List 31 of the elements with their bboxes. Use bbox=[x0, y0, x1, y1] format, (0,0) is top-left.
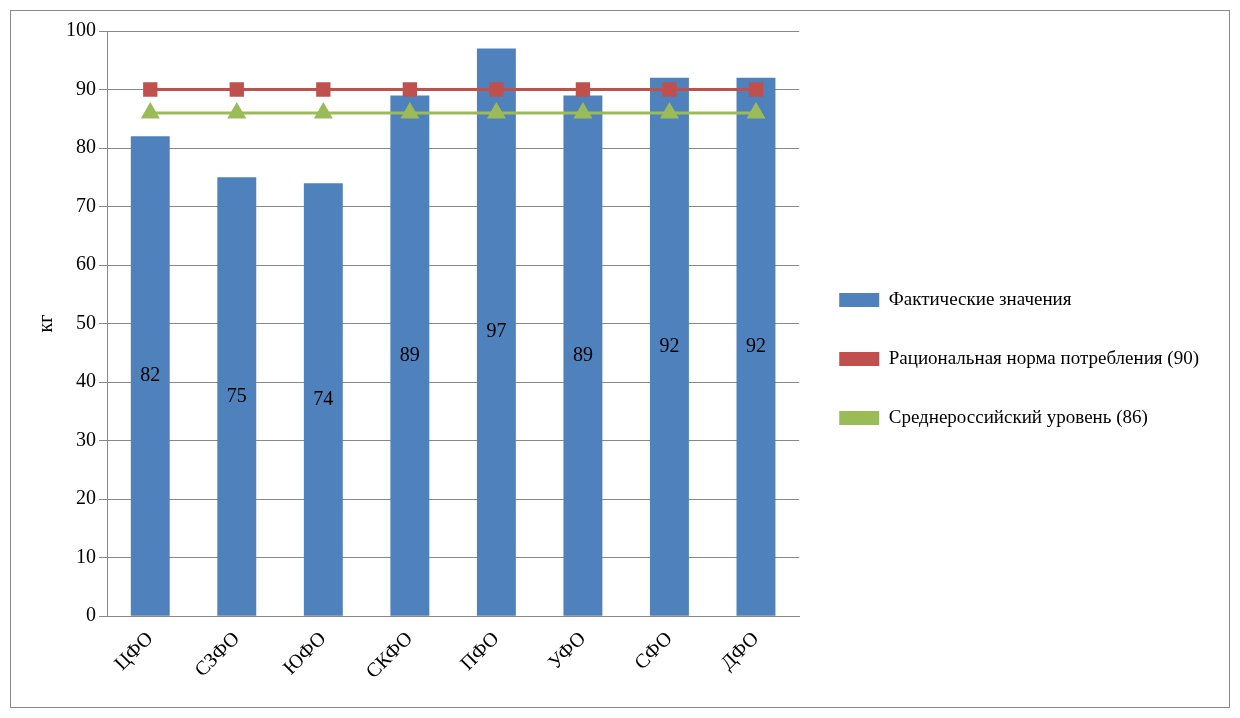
y-tick-label: 100 bbox=[66, 18, 96, 41]
y-tick-label: 10 bbox=[76, 544, 96, 567]
y-tick-label: 0 bbox=[86, 603, 96, 626]
bar bbox=[217, 177, 257, 616]
data-label: 92 bbox=[659, 334, 680, 357]
data-label: 89 bbox=[572, 342, 593, 365]
y-tick-label: 20 bbox=[76, 486, 96, 509]
y-tick-label: 30 bbox=[76, 427, 96, 450]
y-axis-title: кг bbox=[34, 314, 57, 333]
y-tick-label: 60 bbox=[76, 252, 96, 275]
bar bbox=[476, 48, 516, 616]
legend-label: Среднероссийский уровень (86) bbox=[888, 405, 1148, 428]
legend-label: Фактические значения bbox=[888, 287, 1072, 309]
data-label: 92 bbox=[745, 334, 766, 357]
y-tick-label: 70 bbox=[76, 193, 96, 216]
y-tick-label: 40 bbox=[76, 369, 96, 392]
bar bbox=[303, 183, 343, 616]
bar bbox=[736, 77, 776, 616]
data-label: 74 bbox=[313, 386, 334, 409]
legend-label: Рациональная норма потребления (90) bbox=[888, 346, 1200, 369]
y-tick-label: 50 bbox=[76, 310, 96, 333]
data-label: 82 bbox=[140, 363, 161, 386]
data-label: 89 bbox=[399, 342, 420, 365]
bar bbox=[130, 136, 170, 616]
bar bbox=[563, 95, 603, 616]
data-label: 97 bbox=[486, 319, 507, 342]
data-label: 75 bbox=[226, 383, 247, 406]
bar bbox=[649, 77, 689, 616]
bar bbox=[390, 95, 430, 616]
y-tick-label: 80 bbox=[76, 135, 96, 158]
y-tick-label: 90 bbox=[76, 76, 96, 99]
